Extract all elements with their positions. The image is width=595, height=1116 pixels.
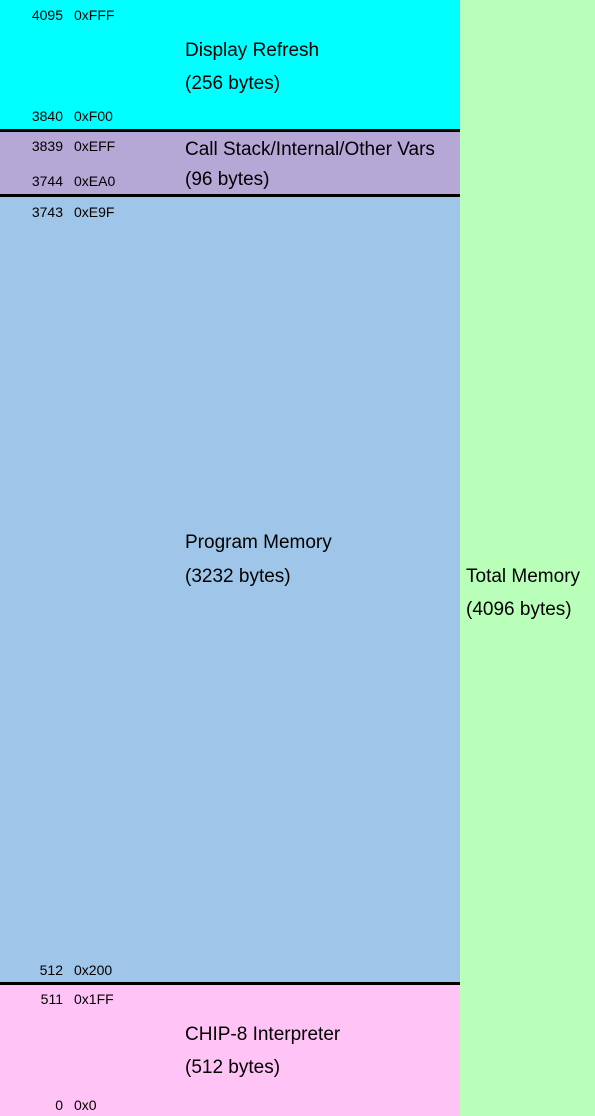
display-top-hex: 0xFFF xyxy=(74,7,115,23)
interpreter-region xyxy=(0,985,460,1116)
interpreter-top-dec: 511 xyxy=(40,991,63,1007)
display-top-dec: 4095 xyxy=(31,7,63,23)
program-top-dec: 3743 xyxy=(31,204,63,220)
program-memory-region xyxy=(0,197,460,982)
interpreter-label: CHIP-8 Interpreter xyxy=(185,1024,341,1045)
display-refresh-size: (256 bytes) xyxy=(185,73,281,94)
stack-top-dec: 3839 xyxy=(31,138,63,154)
program-memory-size: (3232 bytes) xyxy=(185,566,291,587)
display-bottom-dec: 3840 xyxy=(31,108,63,124)
total-memory-region xyxy=(460,0,595,1116)
stack-bottom-hex: 0xEA0 xyxy=(74,173,116,189)
interpreter-top-hex: 0x1FF xyxy=(74,991,114,1007)
interpreter-size: (512 bytes) xyxy=(185,1057,281,1078)
call-stack-label: Call Stack/Internal/Other Vars xyxy=(185,139,435,160)
display-refresh-label: Display Refresh xyxy=(185,40,320,61)
program-bottom-hex: 0x200 xyxy=(74,962,113,978)
stack-top-hex: 0xEFF xyxy=(74,138,116,154)
stack-bottom-dec: 3744 xyxy=(31,173,63,189)
display-bottom-hex: 0xF00 xyxy=(74,108,113,124)
interpreter-bottom-hex: 0x0 xyxy=(74,1097,97,1113)
total-memory-label: Total Memory xyxy=(466,566,581,587)
divider-stack-program xyxy=(0,194,460,197)
program-memory-label: Program Memory xyxy=(185,532,332,553)
call-stack-region xyxy=(0,132,460,194)
program-bottom-dec: 512 xyxy=(39,962,63,978)
divider-program-interpreter xyxy=(0,982,460,985)
call-stack-size: (96 bytes) xyxy=(185,169,270,190)
display-refresh-region xyxy=(0,0,460,129)
divider-display-stack xyxy=(0,129,460,132)
interpreter-bottom-dec: 0 xyxy=(55,1097,63,1113)
total-memory-size: (4096 bytes) xyxy=(466,599,572,620)
program-top-hex: 0xE9F xyxy=(74,204,115,220)
